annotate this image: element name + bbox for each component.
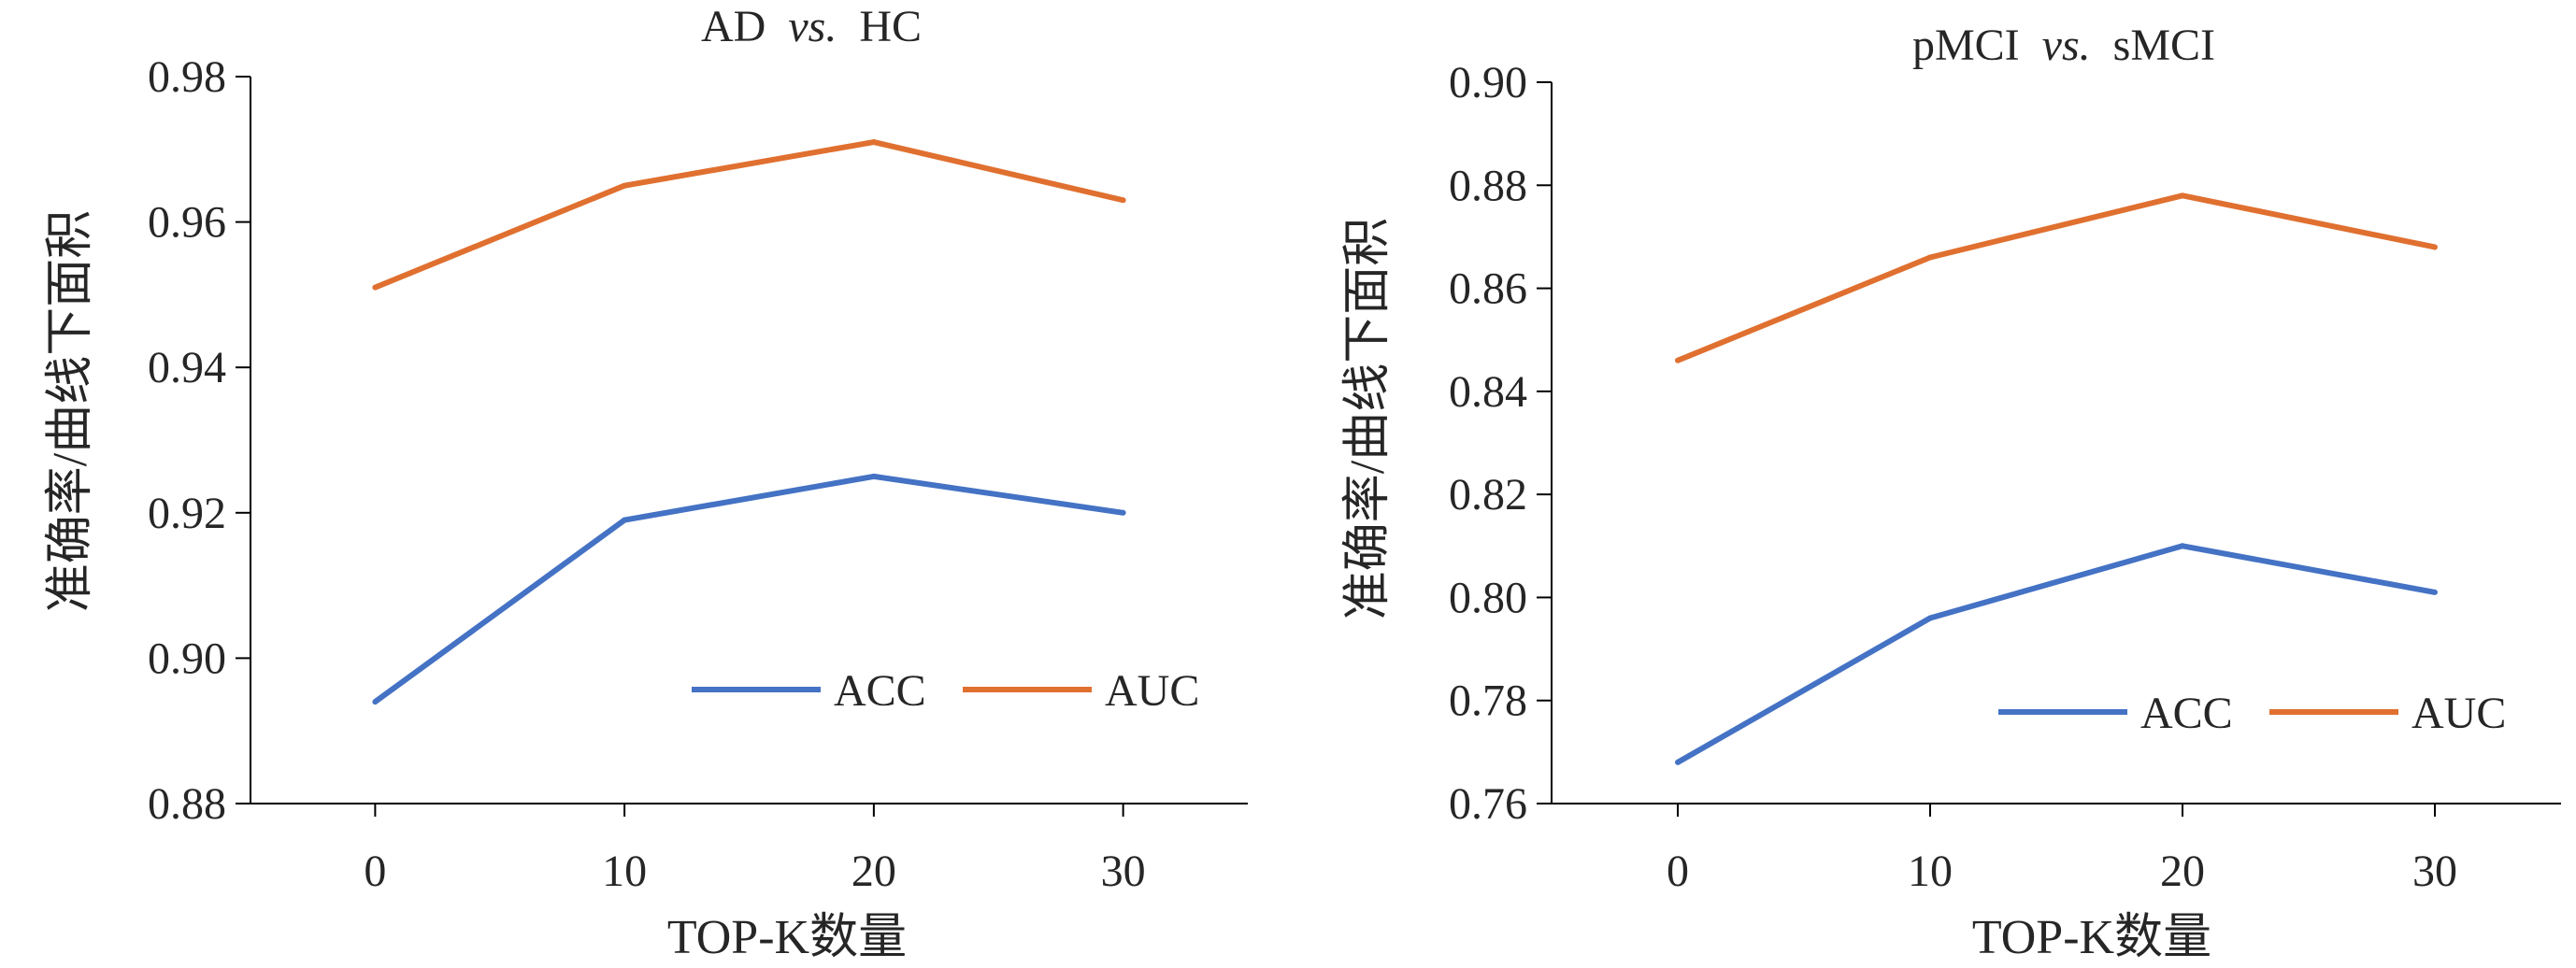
y-axis-title: 准确率/曲线下面积 bbox=[1341, 218, 1395, 619]
data-point-acc bbox=[1927, 615, 1933, 621]
data-point-auc bbox=[1120, 197, 1126, 204]
y-tick-label: 0.88 bbox=[148, 779, 226, 829]
chart-title: AD vs. HC bbox=[701, 2, 922, 51]
y-tick-label: 0.88 bbox=[1449, 161, 1527, 210]
x-tick-label: 20 bbox=[852, 847, 896, 896]
legend-label-auc: AUC bbox=[2411, 689, 2506, 738]
data-point-auc bbox=[1675, 357, 1681, 363]
data-point-acc bbox=[870, 473, 877, 479]
y-tick-label: 0.90 bbox=[1449, 58, 1527, 107]
data-point-auc bbox=[2432, 244, 2438, 250]
chart-title-main: pMCI bbox=[1912, 21, 2020, 70]
series-line-auc bbox=[374, 139, 1124, 291]
chart-title: pMCI vs. sMCI bbox=[1912, 21, 2215, 70]
x-tick-label: 0 bbox=[1667, 847, 1689, 896]
y-axis-title: 准确率/曲线下面积 bbox=[44, 210, 97, 612]
plot-area bbox=[1675, 192, 2438, 765]
legend-label-acc: ACC bbox=[834, 666, 926, 716]
y-tick-label: 0.76 bbox=[1449, 779, 1527, 829]
chart-title-tail: sMCI bbox=[2113, 21, 2215, 70]
x-tick-label: 20 bbox=[2160, 847, 2205, 896]
chart-title-vs: vs. bbox=[2042, 21, 2091, 70]
x-tick-label: 10 bbox=[1908, 847, 1953, 896]
x-axis-title: TOP-K数量 bbox=[1972, 911, 2211, 964]
data-point-acc bbox=[372, 699, 379, 705]
series-line-acc bbox=[1676, 543, 2436, 765]
data-point-acc bbox=[1675, 759, 1681, 765]
y-tick-label: 0.78 bbox=[1449, 676, 1527, 726]
x-tick-label: 0 bbox=[364, 847, 386, 896]
y-tick-label: 0.86 bbox=[1449, 264, 1527, 314]
axes: 0.88 0.90 0.92 0.94 0.96 0.98 0 10 20 30 bbox=[148, 52, 1248, 896]
y-tick-label: 0.92 bbox=[148, 489, 226, 538]
data-point-acc bbox=[622, 517, 628, 523]
y-tick-label: 0.84 bbox=[1449, 367, 1527, 417]
x-tick-label: 30 bbox=[1101, 847, 1146, 896]
data-point-auc bbox=[870, 139, 877, 146]
data-point-auc bbox=[622, 182, 628, 189]
y-tick-label: 0.98 bbox=[148, 52, 226, 102]
chart-title-main: AD bbox=[701, 2, 766, 51]
y-tick-label: 0.94 bbox=[148, 343, 226, 392]
data-point-auc bbox=[2180, 192, 2185, 199]
y-tick-label: 0.80 bbox=[1449, 573, 1527, 622]
chart-pmci-vs-smci: pMCI vs. sMCI 准确率/曲线下面积 TOP-K数量 0.76 0.78… bbox=[1341, 21, 2561, 964]
y-tick-label: 0.82 bbox=[1449, 470, 1527, 520]
chart-title-tail: HC bbox=[859, 2, 922, 51]
y-tick-label: 0.96 bbox=[148, 198, 226, 248]
legend-label-acc: ACC bbox=[2140, 689, 2233, 738]
chart-ad-vs-hc: AD vs. HC 准确率/曲线下面积 TOP-K数量 0.88 0.90 0.92… bbox=[44, 2, 1248, 964]
y-tick-label: 0.90 bbox=[148, 633, 226, 683]
plot-area bbox=[372, 139, 1126, 705]
data-point-auc bbox=[1927, 254, 1933, 261]
axes: 0.76 0.78 0.80 0.82 0.84 0.86 0.88 0.90 0 10 20 30 bbox=[1449, 58, 2561, 896]
series-line-auc bbox=[1676, 192, 2436, 363]
legend-label-auc: AUC bbox=[1105, 666, 1199, 716]
data-point-auc bbox=[372, 284, 379, 291]
x-tick-label: 30 bbox=[2412, 847, 2457, 896]
x-axis-title: TOP-K数量 bbox=[667, 911, 907, 964]
legend: ACC AUC bbox=[1998, 689, 2506, 738]
series-line-acc bbox=[373, 473, 1124, 705]
data-point-acc bbox=[2432, 589, 2438, 595]
legend: ACC AUC bbox=[692, 666, 1199, 716]
data-point-acc bbox=[2180, 543, 2185, 549]
x-tick-label: 10 bbox=[602, 847, 647, 896]
chart-title-vs: vs. bbox=[788, 2, 837, 51]
data-point-acc bbox=[1120, 509, 1126, 516]
